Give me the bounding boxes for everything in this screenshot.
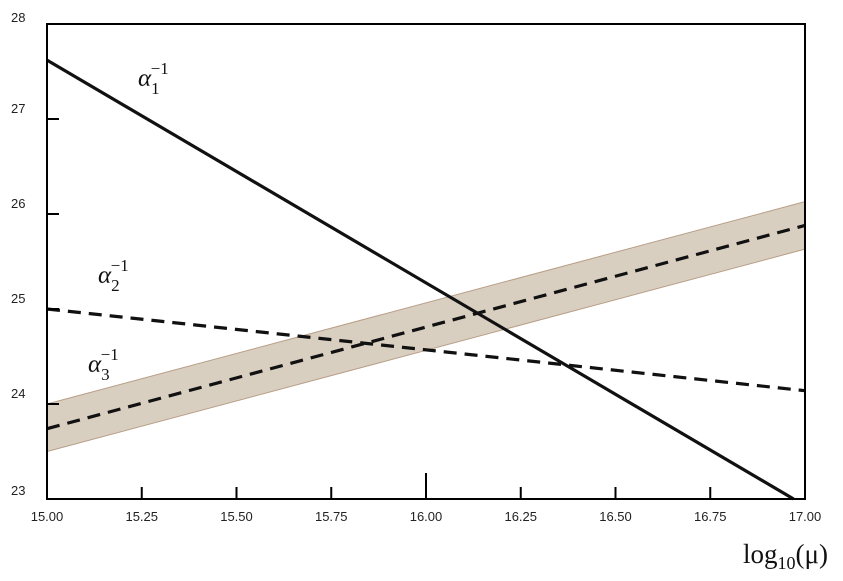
x-tick-label: 16.25 — [504, 509, 537, 524]
series-label-layer: α1−1α2−1α3−1 — [88, 59, 169, 384]
x-axis-label-sub: 10 — [778, 553, 796, 573]
series-label-base: α — [138, 65, 152, 92]
series-line-1 — [46, 58, 795, 501]
y-tick-label: 25 — [11, 291, 25, 306]
y-tick-label: 24 — [11, 386, 25, 401]
x-tick-label: 16.75 — [694, 509, 727, 524]
series-label-sup: −1 — [151, 59, 169, 78]
x-axis-label: log10(μ) — [743, 539, 828, 573]
x-tick-label: 15.25 — [125, 509, 158, 524]
tick-layer: 15.00 15.25 15.50 15.75 16.00 16.25 16.50 16.75… — [11, 10, 821, 524]
series-label-base: α — [98, 262, 112, 289]
series-label-sup: −1 — [101, 345, 119, 364]
x-axis-label-arg: (μ) — [796, 539, 828, 569]
series-line-3 — [46, 223, 806, 431]
series-label-base: α — [88, 351, 102, 378]
series-label-sub: 3 — [101, 365, 110, 384]
series-label-2: α2−1 — [98, 256, 129, 295]
series-label-sub: 2 — [111, 276, 120, 295]
series-label-sub: 1 — [151, 79, 160, 98]
series-line-2 — [46, 307, 806, 393]
x-tick-label: 15.75 — [315, 509, 348, 524]
x-tick-label: 16.50 — [599, 509, 632, 524]
series-label-1: α1−1 — [138, 59, 169, 98]
x-tick-label: 15.50 — [220, 509, 253, 524]
uncertainty-band-3 — [47, 201, 805, 452]
y-tick-label: 26 — [11, 196, 25, 211]
series-label-3: α3−1 — [88, 345, 119, 384]
x-tick-label: 16.00 — [410, 509, 443, 524]
y-tick-label: 27 — [11, 101, 25, 116]
uncertainty-band-upper-edge — [46, 201, 806, 405]
y-tick-label: 23 — [11, 483, 25, 498]
series-label-sup: −1 — [111, 256, 129, 275]
series-layer — [46, 58, 806, 501]
x-axis-label-base: log — [743, 539, 778, 569]
band-layer — [46, 201, 806, 452]
x-tick-label: 17.00 — [789, 509, 822, 524]
x-tick-label: 15.00 — [31, 509, 64, 524]
y-tick-label: 28 — [11, 10, 25, 25]
